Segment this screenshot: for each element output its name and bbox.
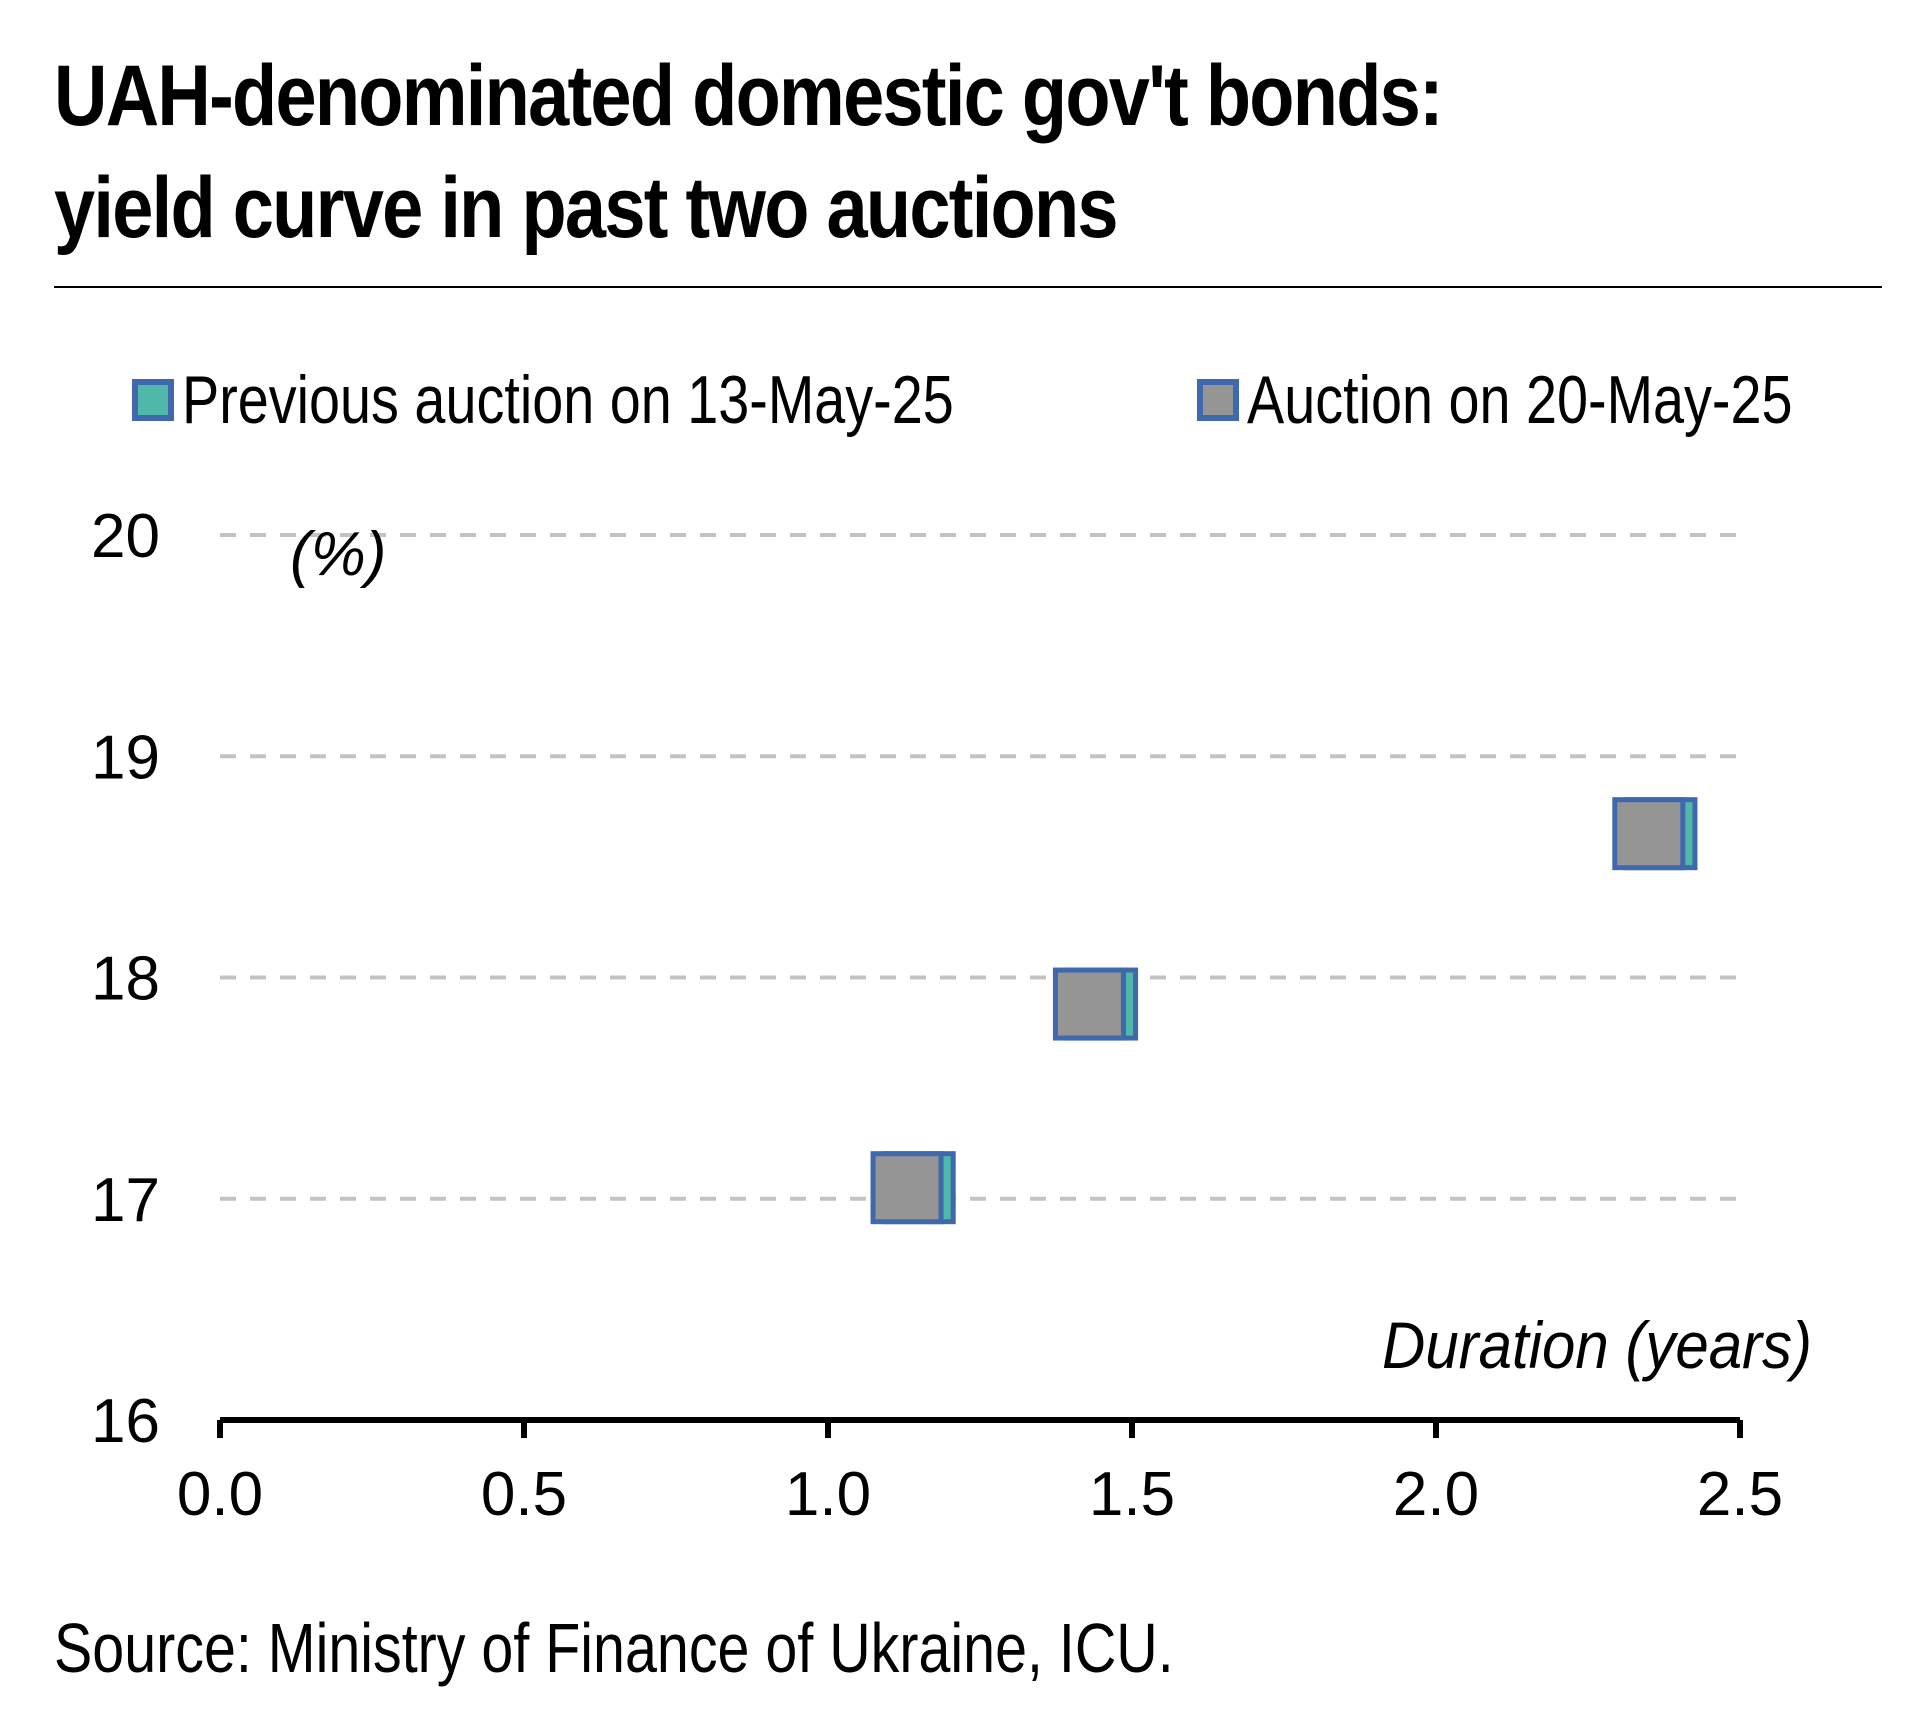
y-axis-label: (%) <box>290 520 386 589</box>
point-current-auction <box>1052 967 1126 1041</box>
x-tick-label: 1.5 <box>1089 1460 1175 1529</box>
source-note: Source: Ministry of Finance of Ukraine, … <box>54 1609 1174 1687</box>
point-current-auction <box>870 1151 944 1225</box>
legend-label-previous-auction: Previous auction on 13-May-25 <box>182 362 954 438</box>
x-tick-label: 2.5 <box>1697 1460 1783 1529</box>
chart-title-line-2: yield curve in past two auctions <box>54 160 1119 256</box>
legend-swatch-current-auction <box>1197 379 1240 421</box>
x-tick-label: 2.0 <box>1393 1460 1479 1529</box>
chart-title-line-1: UAH-denominated domestic gov't bonds: <box>54 48 1444 144</box>
chart-legend: Previous auction on 13-May-25 Auction on… <box>132 360 1856 440</box>
chart-title: UAH-denominated domestic gov't bonds: yi… <box>54 40 1619 264</box>
title-divider <box>54 286 1882 288</box>
x-axis-label: Duration (years) <box>1382 1308 1812 1382</box>
legend-label-current-auction: Auction on 20-May-25 <box>1247 362 1793 438</box>
x-tick-label: 0.5 <box>481 1460 567 1529</box>
y-tick-label: 19 <box>91 723 160 792</box>
legend-item-previous-auction: Previous auction on 13-May-25 <box>132 361 1013 439</box>
legend-swatch-previous-auction <box>132 379 174 421</box>
y-tick-label: 16 <box>91 1387 160 1456</box>
x-tick-label: 0.0 <box>177 1460 263 1529</box>
x-tick-label: 1.0 <box>785 1460 871 1529</box>
y-tick-label: 20 <box>91 502 160 571</box>
point-current-auction <box>1612 797 1686 871</box>
y-tick-label: 17 <box>91 1166 160 1235</box>
y-tick-label: 18 <box>91 945 160 1014</box>
legend-item-current-auction: Auction on 20-May-25 <box>1197 361 1802 439</box>
